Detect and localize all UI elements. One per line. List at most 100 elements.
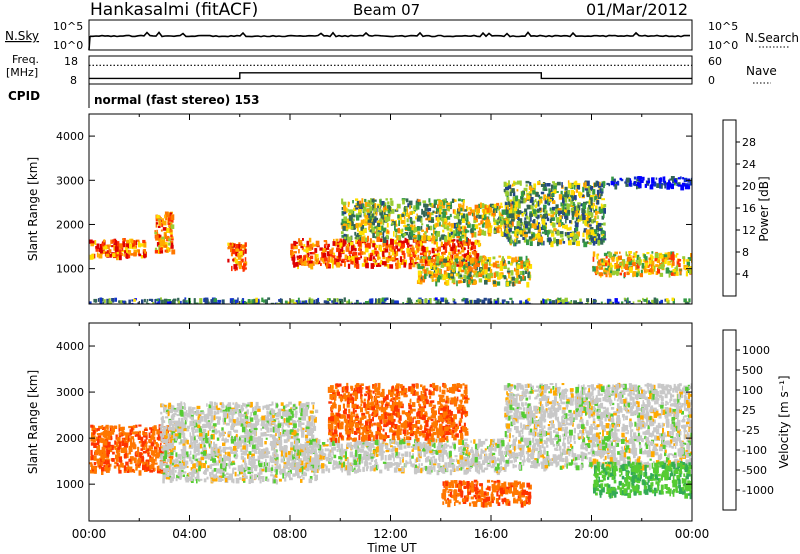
heatmap-cell bbox=[143, 253, 146, 259]
heatmap-cell bbox=[202, 428, 207, 432]
heatmap-cell bbox=[370, 198, 372, 204]
heatmap-cell bbox=[419, 252, 424, 256]
heatmap-cell bbox=[470, 228, 474, 234]
heatmap-cell bbox=[667, 260, 670, 266]
heatmap-cell bbox=[575, 217, 579, 222]
heatmap-cell bbox=[99, 437, 103, 443]
heatmap-cell bbox=[170, 242, 174, 246]
heatmap-cell bbox=[240, 421, 244, 427]
heatmap-cell bbox=[397, 300, 399, 304]
heatmap-cell bbox=[424, 234, 427, 240]
heatmap-cell bbox=[436, 232, 439, 237]
power-ytick-label: 3000 bbox=[56, 174, 84, 187]
heatmap-cell bbox=[430, 266, 435, 270]
heatmap-cell bbox=[201, 446, 204, 451]
heatmap-cell bbox=[189, 456, 192, 462]
heatmap-cell bbox=[93, 443, 97, 448]
heatmap-cell bbox=[499, 265, 504, 272]
heatmap-cell bbox=[380, 201, 385, 206]
heatmap-cell bbox=[643, 254, 647, 259]
heatmap-cell bbox=[218, 458, 221, 464]
heatmap-cell bbox=[395, 263, 399, 270]
heatmap-cell bbox=[557, 297, 562, 301]
heatmap-cell bbox=[168, 409, 173, 413]
heatmap-cell bbox=[591, 213, 593, 218]
heatmap-cell bbox=[457, 231, 461, 237]
heatmap-cell bbox=[469, 281, 472, 285]
heatmap-cell bbox=[230, 448, 234, 454]
heatmap-cell bbox=[466, 213, 468, 217]
heatmap-cell bbox=[384, 205, 387, 210]
heatmap-cell bbox=[522, 301, 527, 304]
heatmap-cell bbox=[503, 181, 507, 187]
heatmap-cell bbox=[592, 189, 596, 195]
heatmap-cell bbox=[390, 223, 393, 226]
heatmap-cell bbox=[233, 299, 235, 302]
heatmap-cell bbox=[291, 256, 296, 261]
heatmap-cell bbox=[164, 214, 167, 219]
heatmap-cell bbox=[402, 240, 406, 243]
heatmap-cell bbox=[500, 261, 503, 267]
heatmap-cell bbox=[473, 215, 478, 220]
heatmap-cell bbox=[520, 260, 524, 264]
heatmap-cell bbox=[345, 221, 349, 226]
heatmap-cell bbox=[122, 430, 125, 433]
heatmap-cell bbox=[552, 230, 554, 234]
heatmap-cell bbox=[139, 452, 142, 458]
heatmap-cell bbox=[517, 203, 521, 209]
heatmap-cell bbox=[119, 243, 123, 248]
heatmap-cell bbox=[466, 214, 469, 220]
heatmap-cell bbox=[114, 440, 117, 445]
heatmap-cell bbox=[127, 254, 131, 259]
heatmap-cell bbox=[432, 273, 437, 278]
power-cbar-label: 12 bbox=[742, 224, 756, 237]
heatmap-cell bbox=[568, 198, 571, 202]
heatmap-cell bbox=[282, 405, 286, 412]
heatmap-cell bbox=[271, 464, 274, 468]
heatmap-cell bbox=[103, 440, 108, 446]
heatmap-cell bbox=[382, 255, 386, 260]
heatmap-cell bbox=[124, 447, 128, 451]
heatmap-cell bbox=[449, 254, 452, 260]
power-cbar-label: 4 bbox=[742, 268, 749, 281]
heatmap-cell bbox=[265, 476, 268, 481]
heatmap-cell bbox=[621, 301, 624, 304]
heatmap-cell bbox=[265, 450, 269, 456]
heatmap-cell bbox=[144, 439, 147, 445]
heatmap-cell bbox=[463, 274, 467, 279]
heatmap-cell bbox=[486, 207, 490, 213]
heatmap-cell bbox=[570, 200, 574, 205]
heatmap-cell bbox=[282, 473, 285, 479]
heatmap-cell bbox=[407, 226, 410, 232]
heatmap-cell bbox=[548, 188, 550, 194]
heatmap-cell bbox=[537, 233, 541, 239]
heatmap-cell bbox=[136, 463, 138, 469]
heatmap-cell bbox=[610, 265, 614, 268]
heatmap-cell bbox=[246, 415, 249, 420]
heatmap-cell bbox=[91, 253, 95, 260]
heatmap-cell bbox=[462, 201, 465, 207]
heatmap-cell bbox=[160, 219, 164, 223]
heatmap-cell bbox=[455, 253, 459, 259]
heatmap-cell bbox=[308, 263, 312, 268]
heatmap-cell bbox=[417, 226, 421, 231]
heatmap-cell bbox=[399, 229, 403, 234]
heatmap-cell bbox=[524, 269, 528, 274]
heatmap-cell bbox=[666, 267, 669, 272]
heatmap-cell bbox=[301, 422, 305, 425]
heatmap-cell bbox=[659, 272, 664, 277]
heatmap-cell bbox=[648, 264, 651, 267]
heatmap-cell bbox=[204, 300, 208, 304]
heatmap-cell bbox=[624, 298, 627, 302]
heatmap-cell bbox=[176, 466, 181, 469]
heatmap-cell bbox=[511, 183, 514, 187]
heatmap-cell bbox=[596, 302, 601, 304]
heatmap-cell bbox=[598, 266, 601, 269]
heatmap-cell bbox=[463, 209, 467, 212]
heatmap-cell bbox=[118, 456, 122, 463]
heatmap-cell bbox=[564, 192, 568, 198]
heatmap-cell bbox=[321, 258, 324, 262]
heatmap-cell bbox=[473, 280, 477, 285]
heatmap-cell bbox=[559, 239, 562, 245]
